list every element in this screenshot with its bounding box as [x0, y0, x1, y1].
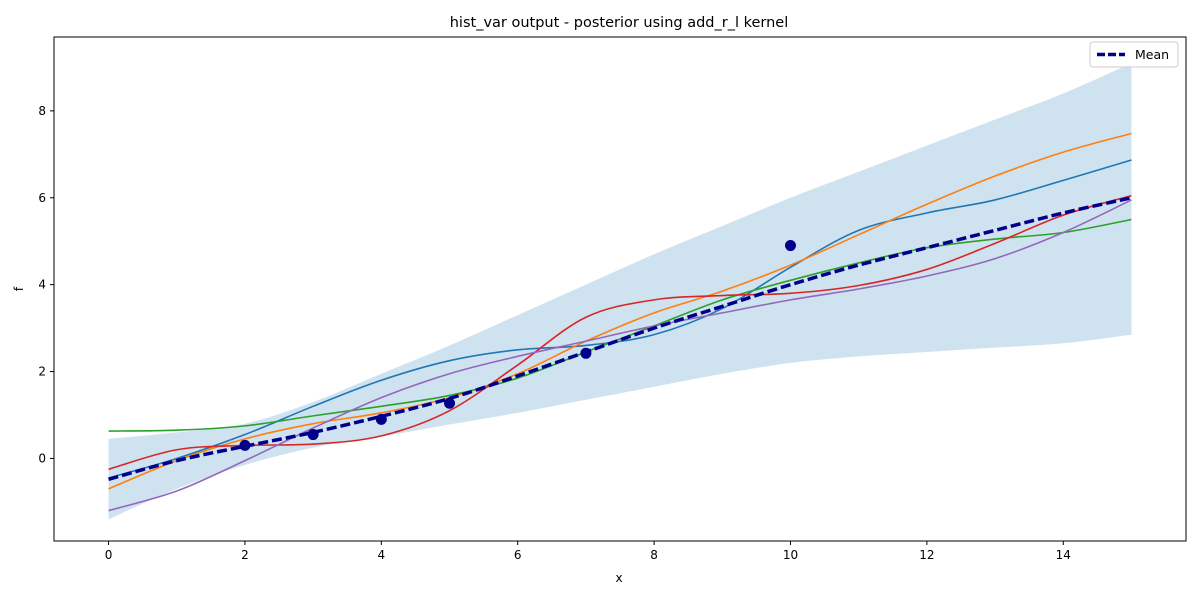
x-tick-label: 4	[378, 548, 386, 562]
posterior-sample-3	[108, 218, 1132, 432]
x-tick-label: 0	[105, 548, 113, 562]
posterior-sample-4	[108, 194, 1132, 471]
x-tick-label: 8	[650, 548, 658, 562]
legend-mean-label: Mean	[1135, 47, 1169, 62]
observation-point	[784, 240, 796, 252]
confidence-band	[108, 63, 1132, 520]
mean-line	[108, 196, 1132, 481]
x-tick-label: 6	[514, 548, 522, 562]
observation-point	[444, 397, 456, 409]
plot-area	[108, 63, 1132, 520]
legend-box	[1089, 41, 1179, 68]
legend: Mean	[1089, 41, 1179, 68]
x-axis-label: x	[615, 571, 622, 585]
y-tick-label: 0	[38, 451, 46, 465]
observation-point	[307, 429, 319, 441]
axis-ticks: 0 2 4 6 8 10 12 14 0 2 4 6 8	[38, 104, 1071, 562]
observation-point	[239, 439, 251, 451]
chart-title: hist_var output - posterior using add_r_…	[450, 15, 789, 31]
y-tick-label: 4	[38, 278, 46, 292]
y-tick-label: 2	[38, 365, 46, 379]
y-tick-label: 6	[38, 191, 46, 205]
y-tick-label: 8	[38, 104, 46, 118]
y-axis-label: f	[12, 286, 26, 291]
axes-frame	[53, 36, 1187, 542]
x-tick-label: 10	[783, 548, 798, 562]
x-tick-label: 14	[1056, 548, 1071, 562]
x-tick-label: 12	[919, 548, 934, 562]
posterior-sample-2	[108, 132, 1132, 490]
observation-point	[375, 413, 387, 425]
x-tick-label: 2	[241, 548, 249, 562]
observation-point	[580, 347, 592, 359]
posterior-sample-5	[108, 199, 1132, 512]
